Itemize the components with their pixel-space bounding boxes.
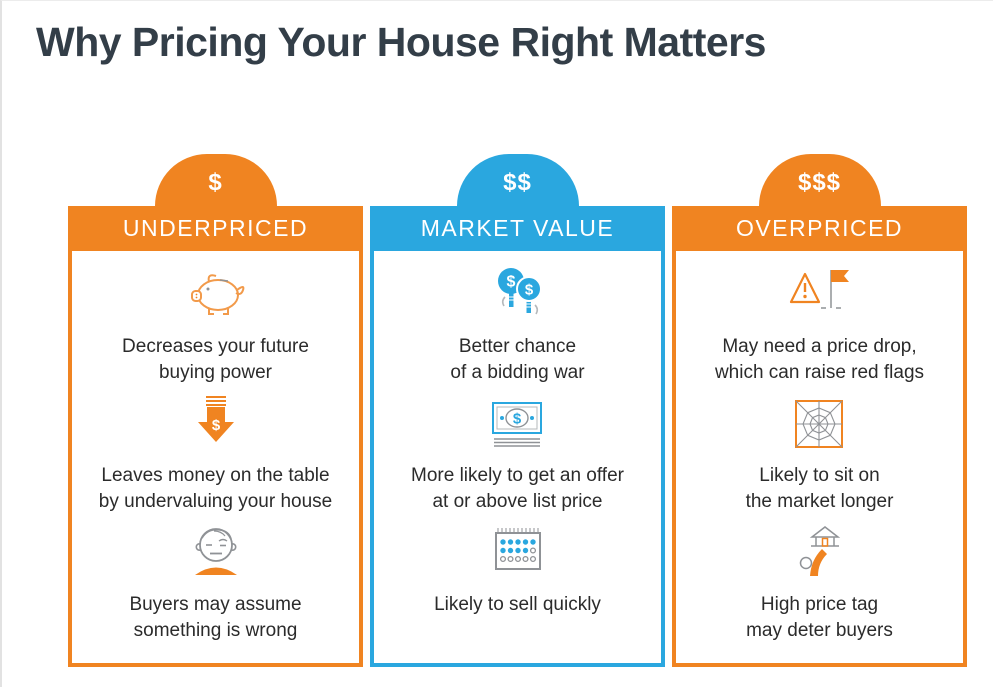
item-caption: Likely to sit on the market longer (745, 465, 894, 512)
item-caption: High price tag may deter buyers (746, 594, 893, 641)
column-header-underpriced: UNDERPRICED (68, 206, 363, 251)
price-badge-label: $$$ (797, 169, 842, 196)
cobweb-icon (779, 392, 859, 456)
svg-text:$: $ (211, 417, 220, 434)
price-badge-underpriced: $ (154, 154, 277, 206)
price-badge-overpriced: $$$ (758, 154, 881, 206)
item-caption: Buyers may assume something is wrong (129, 594, 302, 641)
column-header-overpriced: OVERPRICED (672, 206, 967, 251)
price-badge-label: $$ (503, 169, 532, 196)
item-caption: Better chance of a bidding war (450, 336, 585, 383)
money-bill-icon: $ (477, 392, 557, 456)
column-underpriced: $ UNDERPRICED (68, 154, 363, 667)
column-body-overpriced: May need a price drop, which can raise r… (672, 251, 967, 667)
bidding-paddles-icon: $ $ (478, 263, 558, 327)
money-down-arrow-icon: $ (176, 392, 256, 456)
piggy-bank-icon (175, 263, 255, 327)
warning-red-flag-icon (779, 263, 859, 327)
column-header-label: UNDERPRICED (122, 215, 309, 241)
column-body-underpriced: Decreases your future buying power $ (68, 251, 363, 667)
svg-text:$: $ (506, 274, 515, 291)
item-caption: May need a price drop, which can raise r… (714, 336, 925, 383)
infographic-columns: $ UNDERPRICED (68, 154, 993, 667)
item-caption: Likely to sell quickly (434, 594, 601, 615)
column-market-value: $$ MARKET VALUE $ (370, 154, 665, 667)
column-body-market-value: $ $ Better chance of a bidding war (370, 251, 665, 667)
column-header-label: OVERPRICED (735, 215, 904, 241)
column-header-label: MARKET VALUE (420, 215, 615, 241)
list-item: High price tag may deter buyers (746, 521, 893, 644)
column-header-market-value: MARKET VALUE (370, 206, 665, 251)
list-item: $ Leaves money on the table by undervalu… (99, 392, 332, 515)
list-item: $ More likely to get an offer at or abov… (411, 392, 624, 515)
list-item: Decreases your future buying power (122, 263, 309, 386)
svg-text:$: $ (524, 282, 533, 299)
list-item: Likely to sell quickly (434, 521, 601, 618)
list-item: $ $ Better chance of a bidding war (450, 263, 585, 386)
list-item: Likely to sit on the market longer (745, 392, 894, 515)
page-title: Why Pricing Your House Right Matters (36, 19, 766, 65)
column-overpriced: $$$ OVERPRICED (672, 154, 967, 667)
price-badge-label: $ (208, 169, 223, 196)
svg-text:$: $ (513, 411, 522, 428)
item-caption: Leaves money on the table by undervaluin… (98, 465, 333, 512)
calendar-icon (478, 521, 558, 585)
skeptical-buyer-icon (176, 521, 256, 585)
item-caption: Decreases your future buying power (122, 336, 309, 383)
item-caption: More likely to get an offer at or above … (411, 465, 624, 512)
price-badge-market-value: $$ (456, 154, 579, 206)
house-price-tag-icon (779, 521, 859, 585)
list-item: Buyers may assume something is wrong (129, 521, 302, 644)
list-item: May need a price drop, which can raise r… (715, 263, 924, 386)
